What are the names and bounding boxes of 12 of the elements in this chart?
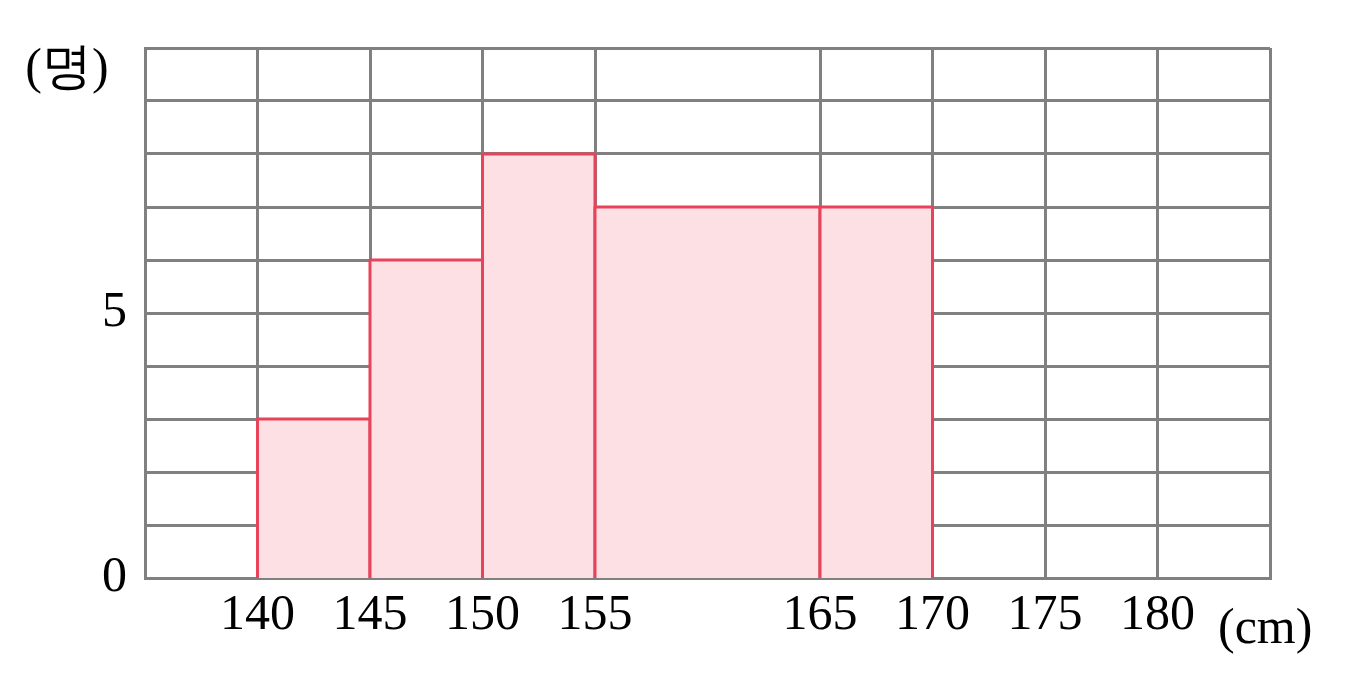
x-tick-label: 140 [220,584,295,641]
x-tick-label: 165 [782,584,858,641]
x-tick-label: 175 [1007,584,1083,641]
y-axis-title: (명) [25,38,109,95]
y-tick-label: 0 [102,546,127,603]
x-tick-label: 155 [557,584,633,641]
y-tick-label: 5 [102,281,127,338]
x-tick-label: 150 [445,584,520,641]
x-tick-label: 145 [332,584,408,641]
x-tick-label: 180 [1120,584,1195,641]
x-tick-label: 170 [895,584,970,641]
x-axis-title: (cm) [1218,598,1313,655]
